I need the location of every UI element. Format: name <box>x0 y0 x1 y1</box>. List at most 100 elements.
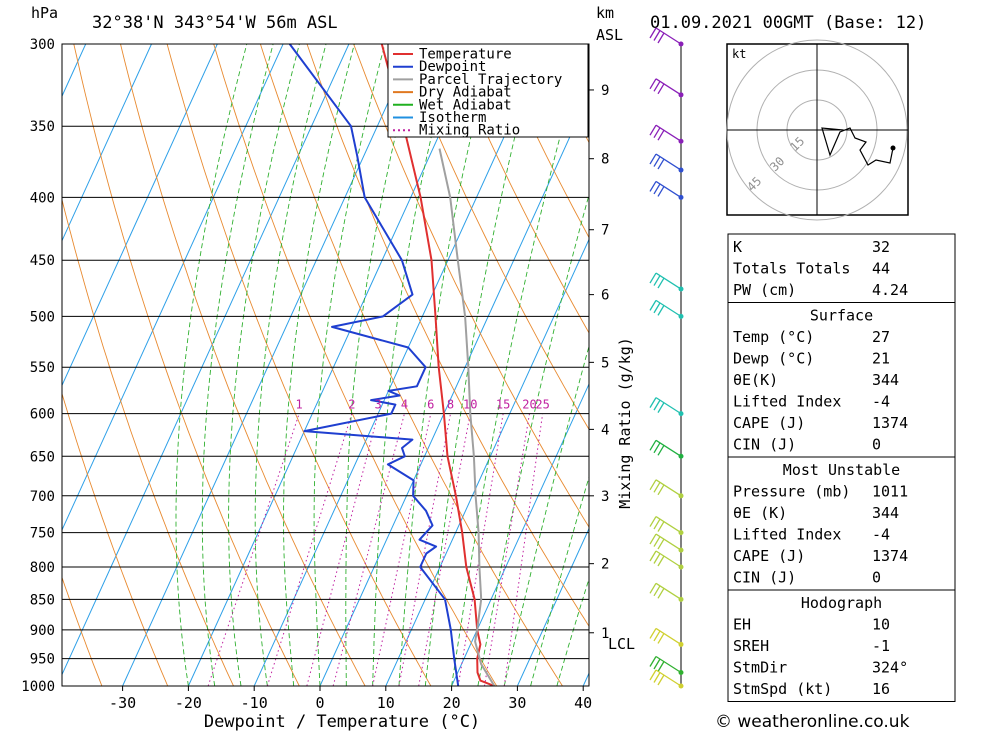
legend-label: Temperature <box>419 47 512 63</box>
isotherm-line <box>62 44 284 532</box>
wet-adiabat-line <box>372 44 455 686</box>
mixing-ratio-axis-label: Mixing Ratio (g/kg) <box>616 337 634 509</box>
legend-label: Parcel Trajectory <box>419 72 562 88</box>
wind-barb <box>649 627 684 647</box>
wet-adiabat-line <box>424 44 539 686</box>
datetime-title: 01.09.2021 00GMT (Base: 12) <box>650 13 926 33</box>
dry-adiabat-line <box>399 44 589 431</box>
wet-adiabat-line <box>398 44 495 686</box>
dry-adiabat-line <box>213 44 498 686</box>
isotherm-line <box>62 44 350 676</box>
wind-barb <box>649 397 684 417</box>
mixing-ratio-line <box>372 413 432 686</box>
mixing-ratio-label: 3 <box>375 398 382 412</box>
indices-label: StmDir <box>733 659 787 677</box>
mixing-ratio-label: 10 <box>463 398 477 412</box>
height-unit-label: km <box>596 4 614 22</box>
wind-barb <box>649 272 684 292</box>
mixing-ratio-label: 20 <box>522 398 536 412</box>
dry-adiabat-line <box>62 392 169 686</box>
height-tick-label: 6 <box>601 288 609 304</box>
mixing-ratio-line <box>266 413 353 686</box>
mixing-ratio-label: 4 <box>401 398 408 412</box>
wet-adiabat-line <box>228 44 300 686</box>
pressure-tick-label: 1000 <box>21 679 55 695</box>
indices-value: -4 <box>872 393 890 411</box>
wet-adiabat-line <box>530 475 589 686</box>
indices-label: CAPE (J) <box>733 414 805 432</box>
pressure-tick-label: 600 <box>30 407 55 423</box>
mixing-ratio-line <box>457 413 504 686</box>
pressure-tick-label: 450 <box>30 253 55 269</box>
legend-label: Isotherm <box>419 110 486 126</box>
wind-barb <box>649 78 684 98</box>
indices-value: 0 <box>872 569 881 587</box>
plot-frame <box>61 43 590 687</box>
wind-barb <box>649 299 684 319</box>
indices-value: 324° <box>872 659 908 677</box>
indices-value: 4.24 <box>872 281 908 299</box>
dry-adiabat-line <box>120 44 366 686</box>
location-title: 32°38'N 343°54'W 56m ASL <box>92 13 338 33</box>
wind-barbs <box>649 27 684 689</box>
wet-adiabat-line <box>313 44 386 686</box>
isobar-lines <box>62 43 589 687</box>
indices-label: K <box>733 238 742 256</box>
indices-label: θE (K) <box>733 504 787 522</box>
mixing-ratio-line <box>418 413 471 686</box>
indices-value: 1374 <box>872 414 908 432</box>
indices-label: Lifted Index <box>733 526 841 544</box>
profile-series <box>288 44 496 686</box>
indices-label: Dewp (°C) <box>733 350 814 368</box>
indices-label: Temp (°C) <box>733 328 814 346</box>
pressure-tick-label: 650 <box>30 449 55 465</box>
dry-adiabat-line <box>62 576 103 686</box>
indices-value: 1374 <box>872 547 908 565</box>
isotherm-line <box>385 238 589 686</box>
height-ref-label: ASL <box>596 26 623 44</box>
indices-label: PW (cm) <box>733 281 796 299</box>
mixing-ratio-line <box>306 413 379 686</box>
indices-label: CIN (J) <box>733 569 796 587</box>
legend-label: Dry Adiabat <box>419 85 512 101</box>
wind-barb <box>649 153 684 173</box>
pressure-tick-label: 950 <box>30 652 55 668</box>
pressure-tick-label: 400 <box>30 190 55 206</box>
height-tick-label: 7 <box>601 223 609 239</box>
height-tick-label: 2 <box>601 557 609 573</box>
x-tick-label: -10 <box>241 694 268 712</box>
indices-label: StmSpd (kt) <box>733 680 832 698</box>
isotherm-line <box>0 44 20 686</box>
x-tick-label: 40 <box>574 694 592 712</box>
mixing-ratio-line <box>398 413 452 686</box>
isotherm-line <box>253 44 547 686</box>
x-tick-label: 20 <box>443 694 461 712</box>
mixing-ratio-label: 8 <box>447 398 454 412</box>
indices-value: 27 <box>872 328 890 346</box>
indices-label: CAPE (J) <box>733 547 805 565</box>
isotherm-line <box>516 527 589 686</box>
height-tick-label: 5 <box>601 355 609 371</box>
wind-barb <box>649 550 684 570</box>
height-tick-label: 4 <box>601 422 609 438</box>
pressure-tick-label: 900 <box>30 623 55 639</box>
wind-barb <box>649 582 684 602</box>
wet-adiabat-line <box>201 44 274 686</box>
pressure-tick-label: 700 <box>30 489 55 505</box>
wind-barb <box>649 516 684 536</box>
x-tick-label: 10 <box>377 694 395 712</box>
isotherm-line <box>62 44 218 387</box>
wet-adiabat-line <box>283 44 355 686</box>
axes: 3003504004505005506006507007508008509009… <box>21 37 609 712</box>
indices-value: 10 <box>872 616 890 634</box>
height-tick-label: 9 <box>601 83 609 99</box>
indices-label: Pressure (mb) <box>733 483 850 501</box>
indices-label: CIN (J) <box>733 436 796 454</box>
dry-adiabat-line <box>493 44 589 239</box>
dry-adiabat-line <box>960 44 1000 686</box>
x-tick-label: -30 <box>109 694 136 712</box>
legend-box <box>387 43 589 138</box>
pressure-tick-label: 800 <box>30 560 55 576</box>
indices-label: SREH <box>733 637 769 655</box>
